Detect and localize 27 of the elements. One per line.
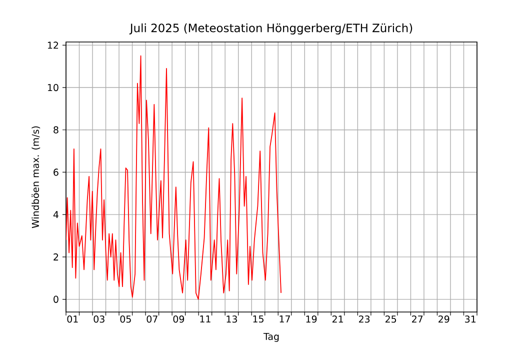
x-tick-label: 19: [306, 316, 317, 323]
y-tick-label: 4: [53, 211, 58, 218]
y-tick-label: 12: [48, 42, 58, 49]
x-tick-label: 21: [332, 316, 343, 323]
x-tick-label: 03: [94, 316, 104, 323]
x-axis-title: Tag: [263, 333, 279, 342]
y-axis-title: Windböen max. (m/s): [32, 126, 40, 228]
y-tick-label: 6: [54, 168, 58, 176]
x-tick-label: 27: [412, 316, 423, 323]
chart-title: Juli 2025 (Meteostation Hönggerberg/ETH Zürich): [129, 23, 412, 34]
y-tick-label: 0: [54, 296, 58, 303]
y-tick-label: 2: [54, 253, 58, 260]
x-tick-label: 29: [438, 316, 450, 323]
y-tick-label: 8: [54, 126, 58, 134]
x-tick-label: 17: [280, 316, 290, 322]
x-tick-label: 11: [200, 316, 210, 322]
x-tick-label: 05: [120, 316, 131, 323]
x-tick-label: 07: [146, 316, 158, 323]
x-tick-label: 01: [67, 316, 78, 323]
x-tick-label: 09: [173, 316, 184, 323]
x-tick-label: 23: [358, 316, 370, 323]
y-tick-label: 10: [48, 84, 58, 92]
line-series: [66, 55, 282, 300]
x-tick-label: 25: [385, 316, 396, 323]
x-tick-label: 13: [226, 316, 237, 323]
x-tick-label: 15: [253, 316, 264, 323]
x-tick-label: 31: [465, 316, 476, 323]
